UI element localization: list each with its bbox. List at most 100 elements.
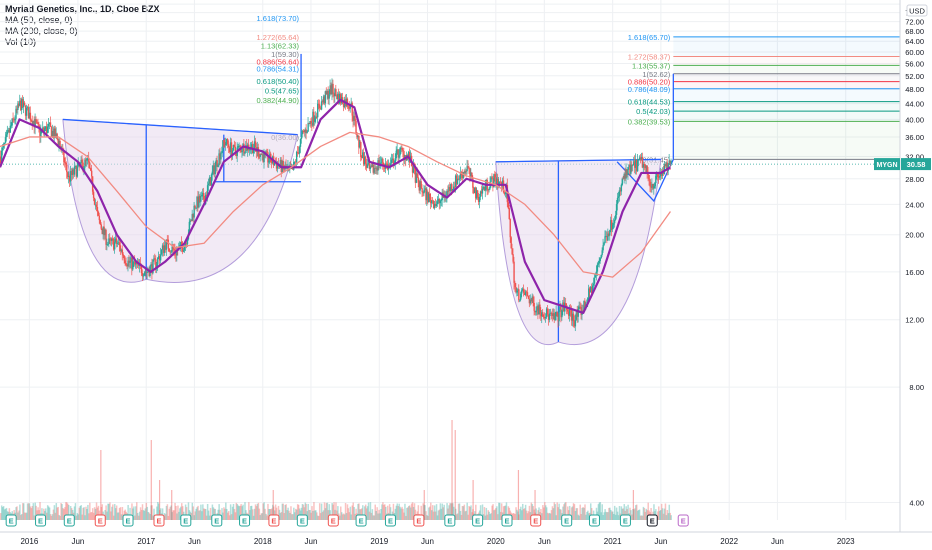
candle-body	[165, 239, 168, 250]
volume-bar	[178, 511, 180, 520]
volume-bar	[22, 503, 24, 520]
earnings-marker-label: E	[447, 517, 452, 526]
volume-bar	[611, 511, 613, 520]
volume-bar	[61, 504, 63, 520]
volume-bar	[644, 511, 647, 520]
volume-bar	[500, 503, 503, 520]
volume-bar	[112, 504, 114, 520]
volume-bar	[91, 508, 94, 520]
candle-body	[378, 160, 380, 166]
volume-bar	[632, 509, 634, 520]
volume-bar	[199, 510, 201, 520]
fib-zone	[673, 73, 900, 82]
earnings-marker-label: E	[300, 517, 305, 526]
earnings-marker-box	[472, 514, 484, 527]
candle-body	[388, 164, 391, 167]
earnings-marker-box	[63, 514, 75, 527]
volume-bar	[568, 505, 571, 520]
candle-body	[5, 134, 8, 138]
candle-body	[458, 178, 461, 180]
price-badge-text: 30.58	[907, 160, 926, 169]
candle-body	[625, 169, 627, 179]
volume-bar	[454, 508, 457, 520]
volume-bar	[376, 507, 378, 520]
volume-bar	[417, 505, 420, 520]
volume-bar	[142, 510, 145, 520]
volume-bar	[48, 507, 51, 520]
candle-body	[571, 313, 574, 321]
candle-body	[475, 187, 477, 199]
candle-body	[407, 154, 409, 156]
candle-body	[211, 171, 214, 175]
candle-body	[192, 214, 194, 218]
volume-bar	[249, 510, 251, 520]
candle-body	[627, 167, 629, 175]
volume-bar	[532, 506, 535, 520]
volume-bar	[180, 506, 182, 520]
volume-bar	[382, 502, 384, 520]
earnings-marker-box	[94, 514, 106, 527]
volume-bar	[119, 507, 122, 520]
volume-bar	[637, 509, 640, 520]
volume-bar	[321, 511, 324, 520]
volume-bar	[19, 504, 21, 520]
candle-body	[512, 254, 514, 262]
candle-body	[590, 286, 593, 294]
candle-body	[18, 103, 20, 106]
candle-body	[104, 229, 106, 236]
candle-body	[550, 312, 553, 314]
volume-bar	[331, 503, 333, 520]
candle-body	[531, 296, 533, 302]
candle-body	[26, 107, 29, 109]
volume-bar	[362, 505, 364, 520]
volume-bar	[286, 510, 288, 520]
candle-body	[423, 189, 425, 194]
volume-bar	[110, 511, 112, 520]
candle-body	[576, 312, 578, 317]
volume-bar	[148, 512, 150, 520]
candle-body	[336, 94, 338, 100]
volume-bar	[241, 506, 243, 520]
volume-bar	[293, 507, 295, 520]
volume-bar	[524, 504, 527, 520]
volume-bar	[304, 502, 307, 520]
candle-body	[570, 309, 573, 321]
fib-zone	[673, 88, 900, 102]
volume-bar	[389, 507, 392, 520]
volume-bar	[309, 510, 311, 520]
candle-body	[36, 122, 38, 124]
volume-bar	[588, 513, 590, 520]
candle-body	[462, 172, 465, 179]
volume-bar	[665, 515, 668, 520]
candle-body	[322, 96, 325, 103]
earnings-marker-label: E	[416, 517, 421, 526]
volume-bar	[22, 503, 25, 520]
price-axis-tick: 12.00	[905, 316, 924, 325]
volume-bar	[625, 506, 627, 520]
candle-body	[230, 142, 233, 155]
candle-body	[427, 191, 429, 203]
candle-body	[380, 162, 382, 164]
candle-body	[660, 171, 663, 176]
candle-body	[502, 180, 505, 193]
volume-bar	[350, 514, 353, 520]
earnings-marker-box	[355, 514, 367, 527]
candle-body	[23, 102, 26, 106]
candle-body	[522, 288, 525, 293]
volume-bar	[105, 505, 107, 520]
candle-body	[523, 292, 526, 295]
candle-body	[259, 153, 261, 157]
volume-bar	[252, 515, 255, 520]
volume-bar	[641, 515, 644, 520]
candle-body	[145, 271, 147, 273]
candle-body	[47, 124, 50, 127]
volume-bar	[398, 503, 400, 520]
volume-bar	[451, 503, 453, 520]
volume-bar	[661, 508, 664, 520]
candle-body	[300, 134, 303, 140]
candle-body	[80, 159, 82, 164]
volume-bar	[82, 507, 84, 520]
volume-bar	[238, 506, 240, 520]
